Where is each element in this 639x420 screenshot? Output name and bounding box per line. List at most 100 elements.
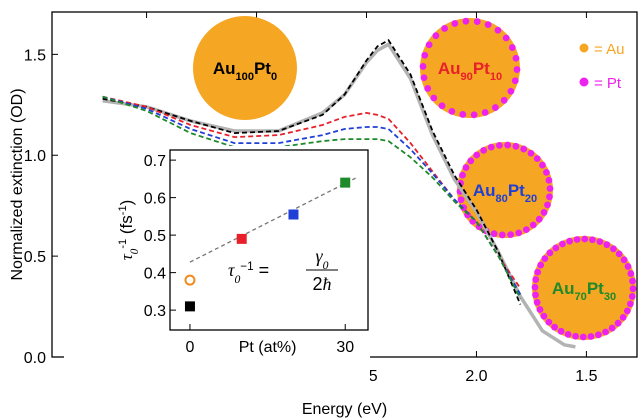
pt-atom xyxy=(459,171,466,179)
legend-label: = Au xyxy=(594,41,624,58)
text-part: −1 xyxy=(240,260,253,273)
inset-bg xyxy=(64,146,370,384)
pt-atom xyxy=(572,332,579,340)
pt-atom xyxy=(543,168,550,176)
pt-atom xyxy=(459,111,467,118)
pt-atom xyxy=(608,324,616,332)
rich-text: Au90Pt10 xyxy=(438,59,502,83)
y-tick-label: 1.0 xyxy=(24,148,46,165)
rich-text: Au100Pt0 xyxy=(213,59,277,83)
inset-y-tick-label: 0.3 xyxy=(144,303,166,320)
text-part: Pt xyxy=(587,279,604,298)
inset-y-tick-label: 0.6 xyxy=(144,191,166,208)
pt-atom xyxy=(425,41,433,49)
y-tick-label: 0.5 xyxy=(24,249,46,266)
pt-atom xyxy=(512,142,520,150)
pt-atom xyxy=(481,109,489,116)
particle xyxy=(193,16,297,120)
x-tick-label: 1.5 xyxy=(575,368,597,385)
pt-atom xyxy=(527,149,535,157)
text-part: 20 xyxy=(525,193,537,205)
pt-atom xyxy=(494,26,502,34)
rich-text: τ0-1 (fs-1) xyxy=(117,200,141,261)
rich-text: Au80Pt20 xyxy=(473,181,537,205)
pt-atom xyxy=(512,54,520,62)
text-part: Pt xyxy=(254,59,271,78)
pt-atom xyxy=(627,270,635,277)
pt-atom xyxy=(596,238,604,246)
pt-atom xyxy=(602,328,609,336)
y-tick-label: 1.5 xyxy=(24,47,46,64)
inset-y-tick-label: 0.7 xyxy=(144,153,166,170)
particle xyxy=(532,236,636,340)
inset-frame xyxy=(169,149,369,331)
text-part: 100 xyxy=(236,71,254,83)
text-part: Au xyxy=(438,59,461,78)
pt-atom xyxy=(424,85,432,92)
pt-atom xyxy=(544,201,551,209)
pt-atom xyxy=(507,87,515,95)
pt-atom xyxy=(614,319,622,327)
pt-atom xyxy=(451,20,459,27)
pt-atom xyxy=(552,244,560,252)
pt-atom xyxy=(620,256,628,264)
pt-atom xyxy=(533,299,541,306)
text-part: 0 xyxy=(234,273,240,286)
text-part: 30 xyxy=(604,291,616,303)
text-part: -1 xyxy=(117,239,129,249)
pt-atom xyxy=(515,229,523,237)
text-part: 10 xyxy=(490,71,502,83)
pt-atom xyxy=(511,77,519,85)
legend-marker xyxy=(579,43,589,53)
text-part: Au xyxy=(473,181,496,200)
text-part: = xyxy=(254,260,270,280)
text-part: Pt xyxy=(508,181,525,200)
pt-atom xyxy=(441,25,449,32)
particle xyxy=(457,142,553,238)
pt-atom xyxy=(603,241,611,249)
legend-marker xyxy=(579,77,589,87)
text-part: τ xyxy=(117,253,136,260)
text-part: 0 xyxy=(129,248,141,254)
pt-atom xyxy=(532,276,540,283)
pt-atom xyxy=(539,161,546,169)
series-line xyxy=(102,39,522,305)
pt-atom xyxy=(470,111,478,119)
text-part: 2 xyxy=(312,274,322,294)
pt-atom xyxy=(546,185,554,192)
pt-atom xyxy=(559,240,566,248)
pt-atom xyxy=(467,157,475,165)
pt-atom xyxy=(545,318,553,326)
pt-atom xyxy=(619,314,627,321)
text-part: 80 xyxy=(496,193,508,205)
series-line xyxy=(102,95,522,299)
y-tick-label: 0.0 xyxy=(24,350,46,367)
pt-atom xyxy=(624,263,632,270)
x-tick-label: 2.0 xyxy=(465,368,487,385)
pt-atom xyxy=(610,245,617,253)
text-part: Au xyxy=(552,279,575,298)
pt-atom xyxy=(473,18,481,25)
pt-atom xyxy=(438,102,446,110)
text-part: ) xyxy=(117,200,136,206)
pt-atom xyxy=(522,226,530,234)
pt-atom xyxy=(504,141,512,149)
pt-atom xyxy=(557,327,565,335)
inset-x-axis-label: Pt (at%) xyxy=(239,339,297,356)
pt-atom xyxy=(589,236,596,244)
pt-atom xyxy=(534,268,542,276)
pt-atom xyxy=(430,94,438,102)
pt-atom xyxy=(536,306,544,313)
legend-label: = Pt xyxy=(594,75,622,92)
text-part: 0 xyxy=(271,71,277,83)
pt-atom xyxy=(448,107,456,115)
pt-atom xyxy=(487,143,495,151)
pt-atom xyxy=(579,333,587,341)
pt-atom xyxy=(490,230,498,238)
pt-atom xyxy=(462,164,470,171)
y-axis-label: Normalized extinction (OD) xyxy=(9,88,26,280)
x-axis-label: Energy (eV) xyxy=(302,401,387,418)
rich-text: Au70Pt30 xyxy=(552,279,616,303)
